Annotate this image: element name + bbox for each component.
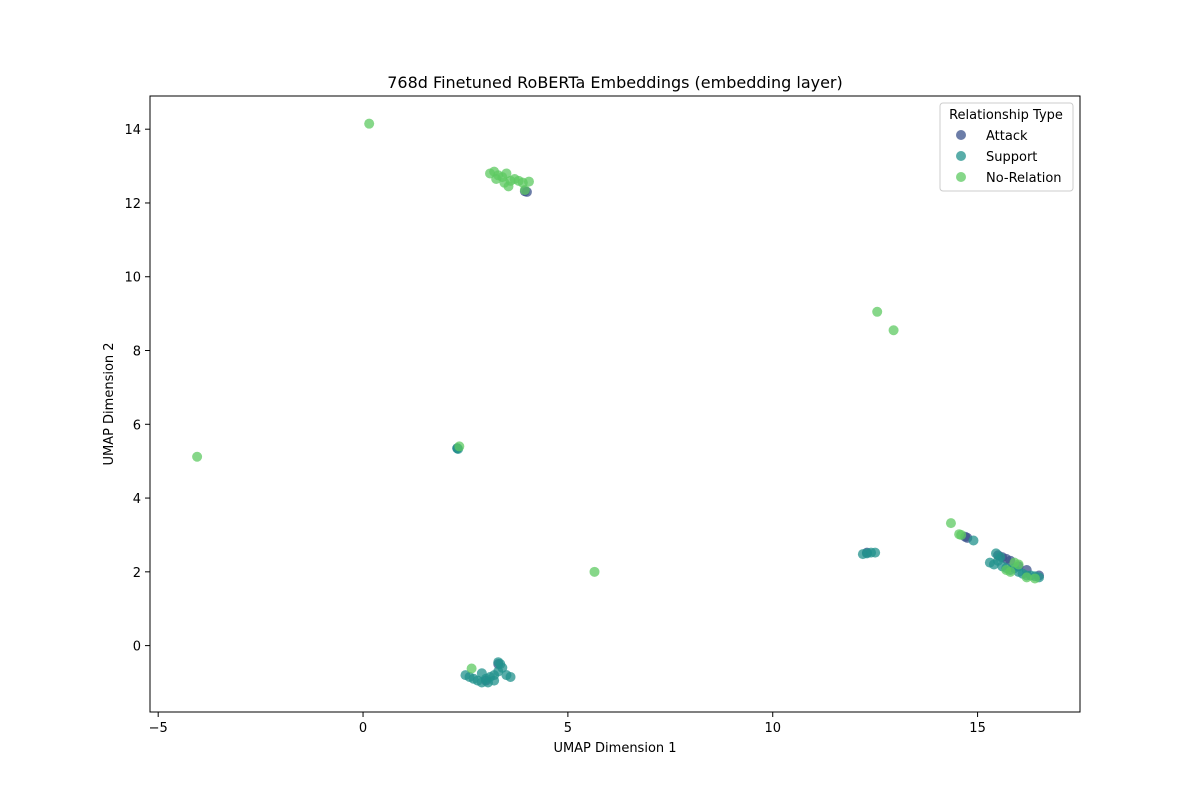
point-support [870, 547, 881, 558]
legend-marker-no-relation [956, 172, 966, 182]
x-axis-label: UMAP Dimension 1 [553, 741, 676, 756]
point-no-relation [872, 306, 883, 317]
y-tick-label: 8 [133, 345, 141, 360]
point-no-relation [956, 529, 967, 540]
y-tick-label: 12 [124, 197, 141, 212]
legend-label-no-relation: No-Relation [986, 171, 1062, 186]
point-no-relation [589, 566, 600, 577]
x-axis-ticks: −5 0 5 10 15 [149, 712, 986, 736]
x-tick-label: 10 [764, 721, 781, 736]
y-tick-label: 4 [133, 492, 141, 507]
point-no-relation [888, 325, 899, 336]
point-no-relation [454, 441, 465, 452]
y-axis-ticks: 0 2 4 6 8 10 12 14 [124, 123, 150, 655]
y-tick-label: 0 [133, 640, 141, 655]
point-no-relation [523, 176, 534, 187]
legend: Relationship Type Attack Support No-Rela… [939, 102, 1074, 192]
point-no-relation [519, 185, 530, 196]
point-no-relation [1013, 559, 1024, 570]
point-no-relation [1029, 573, 1040, 584]
point-support [493, 657, 504, 668]
y-tick-label: 14 [124, 123, 141, 138]
point-support [476, 668, 487, 679]
y-tick-label: 10 [124, 271, 141, 286]
point-no-relation [364, 118, 375, 129]
legend-box [939, 102, 1074, 192]
legend-label-support: Support [986, 150, 1037, 165]
point-no-relation [192, 451, 203, 462]
point-support [968, 535, 979, 546]
point-no-relation [1021, 572, 1032, 583]
legend-label-attack: Attack [986, 129, 1028, 144]
legend-marker-support [956, 151, 966, 161]
x-tick-label: 5 [564, 721, 572, 736]
x-tick-label: −5 [149, 721, 168, 736]
point-no-relation [499, 177, 510, 188]
point-support [995, 552, 1006, 563]
points-layer [192, 118, 1045, 688]
y-tick-label: 6 [133, 418, 141, 433]
point-support [505, 671, 516, 682]
legend-marker-attack [956, 130, 966, 140]
point-no-relation [945, 518, 956, 529]
chart-title: 768d Finetuned RoBERTa Embeddings (embed… [387, 73, 843, 92]
legend-title: Relationship Type [949, 108, 1063, 123]
point-no-relation [466, 663, 477, 674]
y-tick-label: 2 [133, 566, 141, 581]
plot-area-frame [149, 95, 1081, 713]
point-no-relation [491, 173, 502, 184]
x-tick-label: 0 [359, 721, 367, 736]
point-no-relation [501, 168, 512, 179]
y-axis-label: UMAP Dimension 2 [102, 342, 117, 465]
x-tick-label: 15 [969, 721, 986, 736]
point-no-relation [1005, 566, 1016, 577]
point-support [489, 675, 500, 686]
